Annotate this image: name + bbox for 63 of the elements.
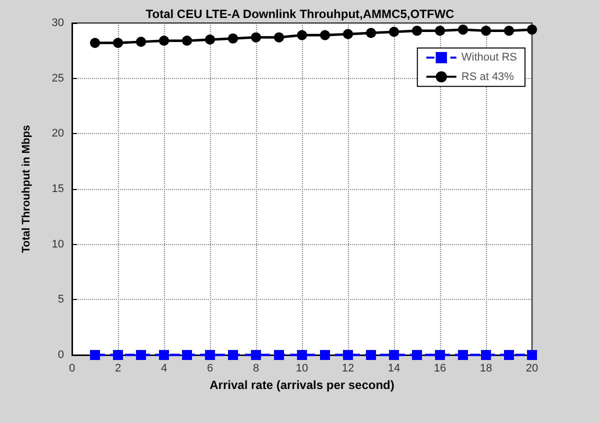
point [228,33,238,44]
x-tick-label: 18 [480,362,492,374]
x-tick-label: 0 [68,362,76,374]
point [504,26,514,36]
point [527,350,537,360]
point [366,350,376,360]
x-tick-label: 14 [388,362,400,374]
x-tick-label: 10 [296,362,308,374]
point [435,26,445,36]
chart-title: Total CEU LTE-A Downlink Throuhput,AMMC5,OTFWC [146,7,455,21]
point [228,350,238,360]
y-tick-label: 5 [58,294,64,306]
point [136,36,146,47]
point [274,350,284,360]
point [251,350,261,360]
y-axis-title: Total Throuhput in Mbps [20,124,32,254]
x-tick-label: 2 [114,362,122,374]
point [458,350,468,360]
x-tick-label: 16 [434,362,446,374]
point [274,32,284,42]
point [136,350,146,360]
y-tick-label: 0 [58,349,64,361]
x-tick-label: 6 [206,362,214,374]
point [481,350,491,360]
point [182,36,192,46]
point [113,350,123,360]
point [504,350,514,360]
x-axis-title: Arrival rate (arrivals per second) [210,378,394,392]
point [389,350,399,360]
point [251,32,261,42]
point [205,350,215,360]
point [527,24,537,35]
point [343,350,353,360]
point [159,36,169,46]
y-tick-label: 25 [52,72,64,84]
point [481,26,491,36]
point [458,24,468,35]
point [366,28,376,38]
x-tick-label: 8 [252,362,260,374]
legend-label: Without RS [461,52,518,64]
point [90,350,100,360]
point [297,30,307,40]
y-tick-label: 20 [52,128,64,140]
x-tick-label: 12 [342,362,354,374]
point [320,350,330,360]
point [320,30,330,40]
point [159,350,169,360]
point [205,34,215,45]
point [412,26,422,36]
point [113,38,123,48]
y-tick-label: 15 [52,183,64,195]
point [343,29,353,40]
x-tick-label: 20 [526,362,538,374]
point [435,350,445,360]
point [90,38,100,48]
legend-label: RS at 43% [461,70,514,83]
point [412,350,422,360]
y-tick-label: 30 [52,17,64,29]
y-tick-label: 10 [52,238,64,250]
point [389,26,399,37]
point [182,350,192,360]
point [297,350,307,360]
x-tick-label: 4 [160,362,168,374]
